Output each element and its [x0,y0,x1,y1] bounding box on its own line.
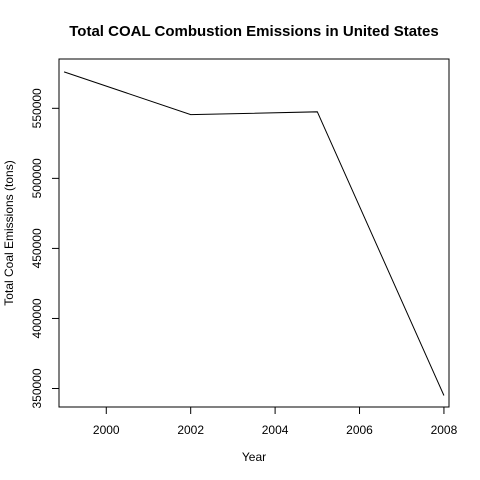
y-tick-label: 550000 [30,88,44,128]
x-tick-label: 2004 [262,423,289,437]
plot-frame [58,58,450,408]
y-tick-label: 350000 [30,368,44,408]
series-line [63,71,445,396]
y-axis-label: Total Coal Emissions (tons) [2,160,16,305]
x-tick-label: 2002 [177,423,204,437]
x-axis: 2000 2002 2004 2006 2008 [93,407,458,437]
chart-title: Total COAL Combustion Emissions in Unite… [69,23,438,40]
y-tick-label: 450000 [30,228,44,268]
x-axis-label: Year [242,450,266,464]
y-tick-label: 500000 [30,158,44,198]
y-axis: 350000 400000 450000 500000 550000 [30,88,59,409]
y-tick-label: 400000 [30,298,44,338]
x-tick-label: 2008 [431,423,458,437]
x-tick-label: 2006 [346,423,373,437]
x-tick-label: 2000 [93,423,120,437]
